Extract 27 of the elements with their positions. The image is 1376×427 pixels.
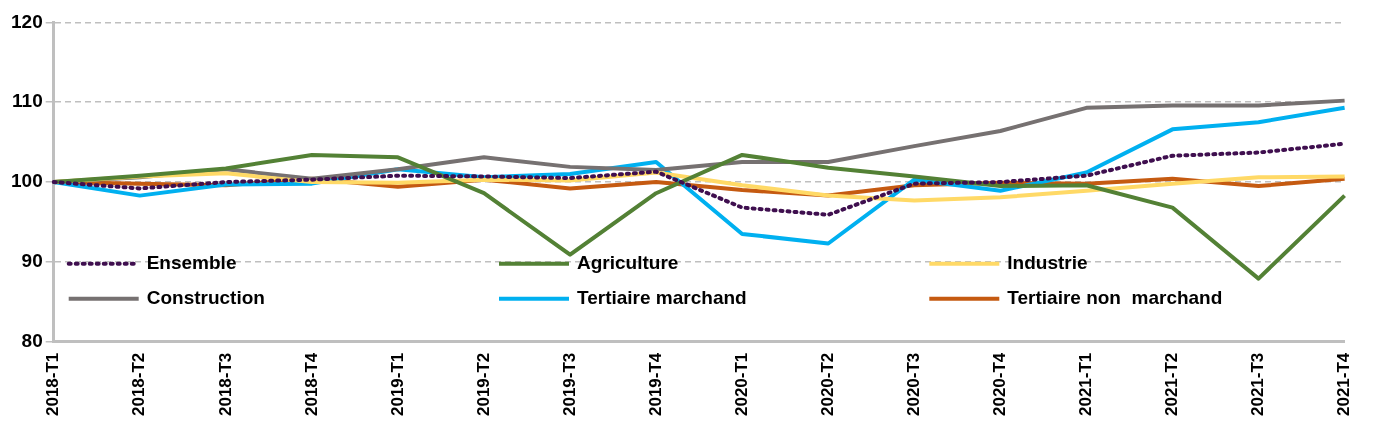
y-tick-label: 110: [12, 90, 43, 112]
x-tick-label: 2021-T3: [1248, 352, 1268, 417]
x-tick-label: 2021-T1: [1076, 352, 1096, 417]
y-tick-label: 120: [11, 10, 43, 32]
x-tick-label: 2018-T3: [215, 352, 235, 417]
x-tick-label: 2018-T2: [129, 352, 149, 417]
legend-label: Tertiaire non marchand: [1007, 286, 1223, 308]
x-tick-label: 2020-T2: [817, 352, 837, 417]
x-tick-label: 2019-T2: [473, 352, 493, 417]
x-tick-label: 2019-T3: [559, 352, 579, 417]
x-tick-label: 2019-T4: [645, 352, 665, 417]
x-tick-label: 2020-T1: [731, 352, 751, 417]
x-tick-label: 2018-T4: [301, 352, 321, 417]
x-tick-label: 2021-T2: [1162, 352, 1182, 417]
x-tick-label: 2020-T4: [990, 352, 1010, 417]
y-tick-label: 80: [21, 329, 43, 351]
x-tick-label: 2021-T4: [1334, 352, 1354, 417]
x-tick-label: 2019-T1: [387, 352, 407, 417]
y-tick-label: 90: [21, 250, 43, 272]
legend-label: Industrie: [1007, 251, 1088, 273]
y-tick-label: 100: [11, 170, 43, 192]
x-tick-label: 2018-T1: [43, 352, 63, 417]
x-tick-label: 2020-T3: [903, 352, 923, 417]
legend-label: Construction: [146, 286, 265, 308]
legend-label: Agriculture: [577, 251, 679, 273]
legend-label: Tertiaire marchand: [577, 286, 747, 308]
legend-label: Ensemble: [146, 251, 237, 273]
